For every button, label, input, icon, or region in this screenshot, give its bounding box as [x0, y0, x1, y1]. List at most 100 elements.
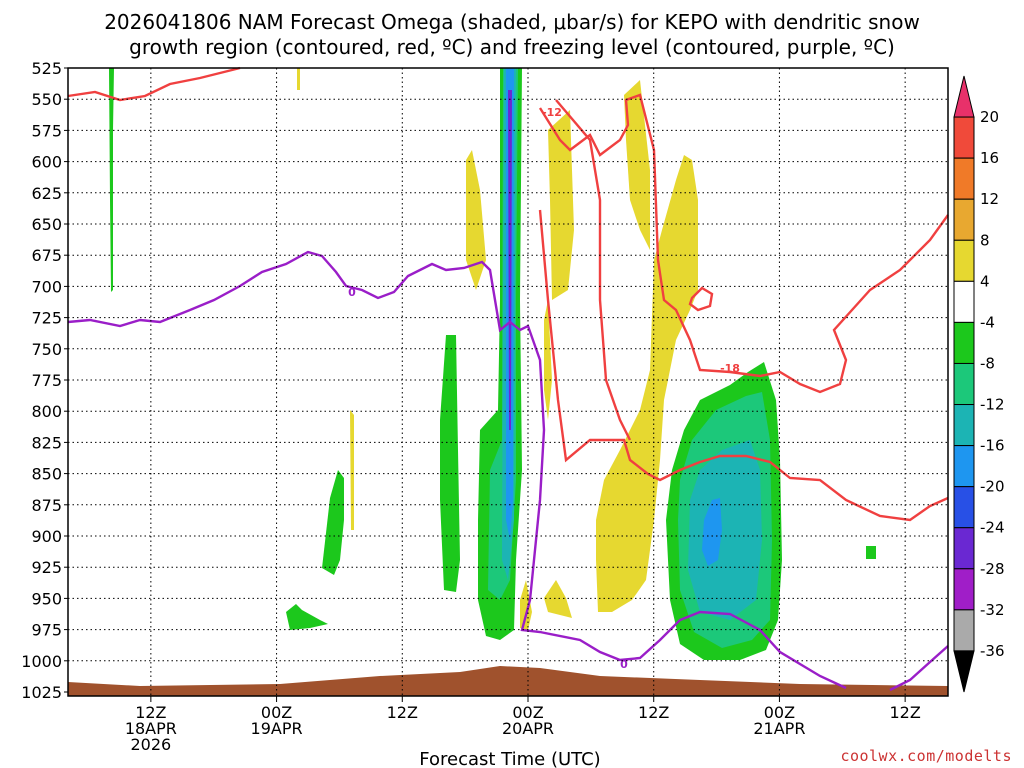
omega-yellow-3 — [548, 110, 574, 300]
colorbar-swatch — [953, 650, 975, 693]
contour-dgz-bottom — [538, 209, 949, 522]
omega-yellow-thin — [350, 410, 354, 530]
omega-green-speck — [866, 546, 876, 559]
y-tick-label: 725 — [31, 309, 62, 328]
x-tick-label: 20APR — [502, 719, 554, 738]
colorbar-label: 8 — [980, 231, 990, 249]
x-tick-label: 12Z — [387, 703, 418, 722]
colorbar-swatch — [953, 568, 975, 611]
colorbar-label: -32 — [980, 601, 1005, 619]
omega-yellow-4 — [624, 80, 650, 250]
y-tick-label: 800 — [31, 402, 62, 421]
contour-label-0-upper: 0 — [348, 286, 356, 299]
colorbar-swatch — [953, 362, 975, 406]
colorbar-swatch — [953, 280, 975, 323]
y-tick-label: 900 — [31, 527, 62, 546]
contour-freezing-lower — [889, 645, 949, 692]
chart-title-line1: 2026041806 NAM Forecast Omega (shaded, μ… — [104, 10, 920, 34]
y-tick-label: 525 — [31, 59, 62, 78]
contour-dgz-loop — [688, 286, 714, 312]
colorbar-label: -12 — [980, 396, 1005, 414]
y-tick-label: 925 — [31, 558, 62, 577]
y-tick-label: 1000 — [21, 652, 62, 671]
omega-yellow-7 — [520, 580, 532, 630]
y-axis: 525 550 575 600 625 650 675 700 725 750 775 800 825 8… — [21, 59, 68, 702]
omega-green-blob-a — [322, 470, 344, 575]
colorbar-swatch — [953, 486, 975, 529]
colorbar-label: -8 — [980, 354, 995, 372]
y-tick-label: 600 — [31, 153, 62, 172]
y-tick-label: 875 — [31, 496, 62, 515]
omega-green-left — [109, 68, 114, 292]
y-tick-label: 850 — [31, 465, 62, 484]
x-tick-label: 00Z — [261, 703, 292, 722]
x-tick-label: 18APR — [125, 719, 177, 738]
x-tick-label: 21APR — [753, 719, 805, 738]
colorbar-swatch — [953, 445, 975, 488]
y-tick-label: 750 — [31, 340, 62, 359]
colorbar-label: -24 — [980, 519, 1005, 537]
x-tick-label: 00Z — [764, 703, 795, 722]
contour-dgz-left — [555, 99, 632, 441]
ground-terrain — [68, 666, 948, 696]
x-tick-label: 12Z — [135, 703, 166, 722]
y-tick-label: 825 — [31, 433, 62, 452]
omega-purple-col — [508, 90, 512, 430]
colorbar-label: 20 — [980, 108, 999, 126]
contour-label-0-lower: 0 — [620, 658, 628, 671]
colorbar-swatch — [953, 116, 975, 159]
omega-green-blob-b — [286, 604, 328, 630]
colorbar-label: -20 — [980, 478, 1005, 496]
x-tick-label: 12Z — [638, 703, 669, 722]
omega-yellow-5 — [596, 155, 698, 612]
contour-label-neg18: -18 — [720, 362, 740, 375]
y-tick-label: 650 — [31, 215, 62, 234]
omega-blue-blob — [702, 498, 722, 566]
chart-title-line2: growth region (contoured, red, ºC) and f… — [129, 35, 895, 59]
x-tick-label: 2026 — [130, 735, 171, 754]
colorbar-label: 4 — [980, 272, 990, 290]
omega-green-col-1 — [440, 335, 460, 592]
colorbar-label: 12 — [980, 190, 999, 208]
contour-freezing-upper — [67, 250, 847, 690]
y-tick-label: 550 — [31, 90, 62, 109]
contour-dgz-top — [67, 66, 241, 102]
y-tick-label: 775 — [31, 371, 62, 390]
contour-dgz-main — [538, 93, 949, 394]
colorbar-label: -16 — [980, 437, 1005, 455]
y-tick-label: 625 — [31, 184, 62, 203]
omega-yellow-6 — [544, 580, 572, 618]
omega-yellow-2 — [544, 300, 552, 420]
y-tick-label: 575 — [31, 121, 62, 140]
x-tick-label: 00Z — [512, 703, 543, 722]
y-tick-label: 975 — [31, 621, 62, 640]
x-tick-label: 12Z — [889, 703, 920, 722]
colorbar-swatch — [953, 527, 975, 570]
colorbar-label: 16 — [980, 149, 999, 167]
colorbar-label: -36 — [980, 642, 1005, 660]
colorbar-label: -28 — [980, 560, 1005, 578]
colorbar-swatch — [953, 404, 975, 447]
x-axis-label: Forecast Time (UTC) — [419, 749, 600, 768]
colorbar-swatch — [953, 157, 975, 200]
colorbar-label: -4 — [980, 313, 995, 331]
y-tick-label: 675 — [31, 246, 62, 265]
y-tick-label: 950 — [31, 589, 62, 608]
x-tick-label: 19APR — [251, 719, 303, 738]
plot-frame — [67, 67, 949, 697]
grid — [68, 68, 948, 696]
y-tick-label: 1025 — [21, 683, 62, 702]
colorbar-swatch — [953, 321, 975, 364]
colorbar-swatch — [953, 609, 975, 652]
y-tick-label: 700 — [31, 277, 62, 296]
omega-yellow-speck — [297, 68, 300, 90]
colorbar-swatch — [953, 198, 975, 241]
contour-label-neg12: -12 — [542, 106, 562, 119]
colorbar-swatch — [953, 239, 975, 282]
credit: coolwx.com/modelts — [840, 747, 1012, 765]
omega-yellow-1 — [466, 150, 486, 290]
colorbar-swatch — [953, 75, 975, 118]
omega-cyan-blob — [688, 440, 762, 620]
